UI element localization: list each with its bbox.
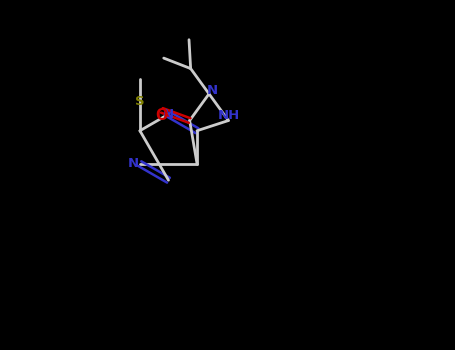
- Text: N: N: [207, 84, 218, 97]
- Text: O: O: [156, 108, 168, 123]
- Text: S: S: [135, 95, 145, 108]
- Text: N: N: [127, 157, 138, 170]
- Text: NH: NH: [217, 109, 239, 122]
- Text: N: N: [163, 108, 174, 121]
